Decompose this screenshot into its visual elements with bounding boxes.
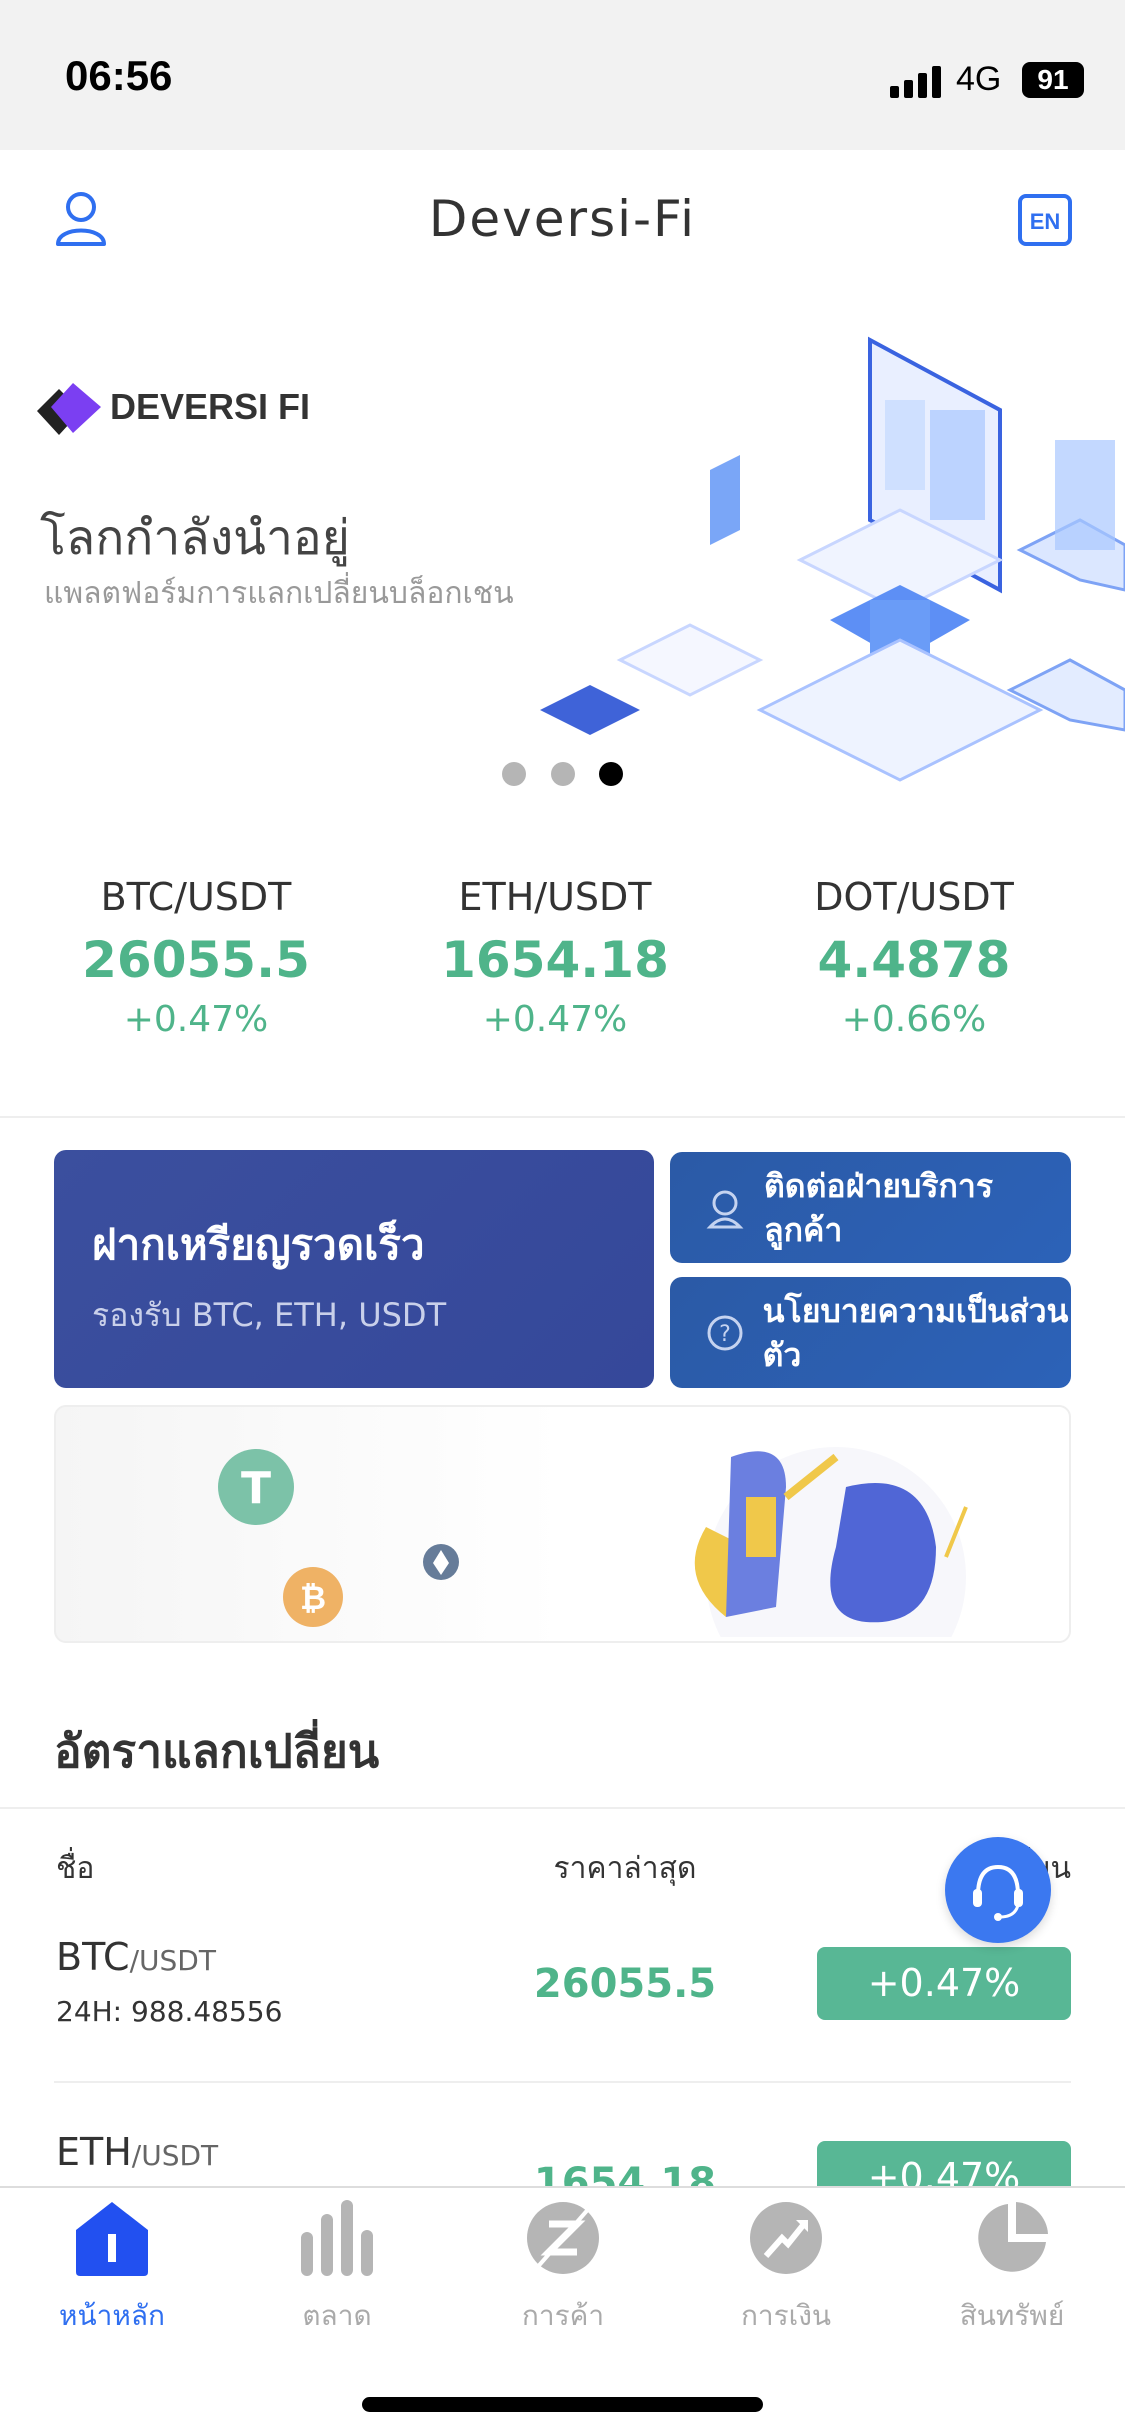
banner-title: โลกกำลังนำอยู่ <box>40 510 350 566</box>
banner-logo-text: DEVERSI FI <box>110 386 311 427</box>
last-price: 1654.18 <box>533 2160 717 2186</box>
assets-pie-icon <box>978 2202 1048 2272</box>
pair-name: BTC/USDT <box>56 1935 216 1979</box>
col-header-price: ราคาล่าสุด <box>553 1851 697 1886</box>
home-icon <box>76 2202 148 2276</box>
support-agent-icon <box>706 1190 744 1228</box>
blockchain-illustration <box>540 336 1125 782</box>
ticker-pair: ETH/USDT <box>458 875 652 919</box>
network-type: 4G <box>956 60 1002 98</box>
svg-text:EN: EN <box>1030 209 1061 234</box>
change-badge[interactable]: +0.47% <box>817 1947 1071 2020</box>
nav-label: การเงิน <box>740 2299 832 2332</box>
mining-promo-banner[interactable]: T ₿ <box>54 1405 1071 1643</box>
carousel-dot-1[interactable] <box>502 762 526 786</box>
privacy-label: นโยบายความเป็นส่วนตัว <box>762 1291 1069 1374</box>
ticker-pair: BTC/USDT <box>100 875 292 919</box>
svg-text:₿: ₿ <box>300 1579 326 1617</box>
nav-assets[interactable]: สินทรัพย์ <box>912 2200 1112 2338</box>
divider <box>0 1116 1125 1118</box>
deposit-title: ฝากเหรียญรวดเร็ว <box>92 1220 425 1269</box>
ticker-price: 1654.18 <box>441 931 669 989</box>
pair-volume: 24H: 988.48556 <box>56 1995 283 2028</box>
crypto-coins-icon: T ₿ <box>218 1449 459 1627</box>
table-row-btc[interactable]: BTC/USDT 24H: 988.48556 26055.5 <box>0 1935 1125 2075</box>
carousel-dot-2[interactable] <box>551 762 575 786</box>
support-label: ติดต่อฝ่ายบริการลูกค้า <box>764 1166 994 1249</box>
table-row-eth[interactable]: ETH/USDT 1654.18 +0.47% <box>0 2130 1125 2186</box>
change-badge[interactable]: +0.47% <box>817 2141 1071 2186</box>
status-time: 06:56 <box>65 52 173 99</box>
ticker-eth[interactable]: ETH/USDT 1654.18 +0.47% <box>375 875 735 1040</box>
nav-label: ตลาด <box>302 2299 372 2332</box>
signal-icon <box>890 66 941 98</box>
divider <box>0 1807 1125 1809</box>
svg-text:T: T <box>241 1463 271 1514</box>
ticker-dot[interactable]: DOT/USDT 4.4878 +0.66% <box>734 875 1094 1040</box>
ticker-price: 4.4878 <box>817 931 1011 989</box>
privacy-policy-card[interactable]: ? นโยบายความเป็นส่วนตัว <box>670 1277 1071 1388</box>
ticker-change: +0.47% <box>482 999 628 1040</box>
last-price: 26055.5 <box>533 1961 717 2007</box>
pair-name: ETH/USDT <box>56 2130 219 2174</box>
nav-trade[interactable]: การค้า <box>463 2200 663 2338</box>
miner-illustration <box>694 1447 968 1637</box>
battery-icon: 91 <box>1022 62 1084 98</box>
nav-label: การค้า <box>521 2299 605 2332</box>
deposit-subtitle: รองรับ BTC, ETH, USDT <box>92 1296 447 1334</box>
ticker-change: +0.66% <box>841 999 987 1040</box>
carousel-dot-3-active[interactable] <box>599 762 623 786</box>
ticker-btc[interactable]: BTC/USDT 26055.5 +0.47% <box>16 875 376 1040</box>
customer-support-fab[interactable] <box>945 1837 1051 1943</box>
question-icon: ? <box>707 1315 743 1350</box>
banner-subtitle: แพลตฟอร์มการแลกเปลี่ยนบล็อกเชน <box>44 576 514 611</box>
page-title: Deversi-Fi <box>428 190 697 248</box>
nav-finance[interactable]: การเงิน <box>686 2200 886 2338</box>
ticker-change: +0.47% <box>123 999 269 1040</box>
market-bars-icon <box>301 2200 373 2276</box>
nav-label: สินทรัพย์ <box>959 2299 1065 2332</box>
col-header-name: ชื่อ <box>56 1851 95 1886</box>
fast-deposit-card[interactable]: ฝากเหรียญรวดเร็ว รองรับ BTC, ETH, USDT <box>54 1150 654 1388</box>
banner-carousel[interactable] <box>0 303 1125 823</box>
deversi-logo-icon <box>37 383 101 435</box>
row-divider <box>54 2081 1071 2083</box>
nav-home[interactable]: หน้าหลัก <box>12 2200 212 2338</box>
ticker-pair: DOT/USDT <box>814 875 1014 919</box>
app-header: EN <box>0 150 1125 295</box>
headset-icon <box>973 1864 1023 1921</box>
ticker-price: 26055.5 <box>82 931 310 989</box>
language-en-icon[interactable]: EN <box>1018 194 1072 246</box>
trade-icon <box>527 2202 599 2274</box>
section-title-exchange-rates: อัตราแลกเปลี่ยน <box>54 1724 380 1778</box>
nav-market[interactable]: ตลาด <box>237 2200 437 2338</box>
home-indicator[interactable] <box>362 2397 763 2412</box>
finance-trend-icon <box>750 2202 822 2274</box>
status-bar: 06:56 4G 91 <box>0 0 1125 150</box>
nav-label: หน้าหลัก <box>59 2299 165 2332</box>
user-icon[interactable] <box>54 190 108 248</box>
svg-text:?: ? <box>719 1322 731 1347</box>
customer-service-card[interactable]: ติดต่อฝ่ายบริการลูกค้า <box>670 1152 1071 1263</box>
